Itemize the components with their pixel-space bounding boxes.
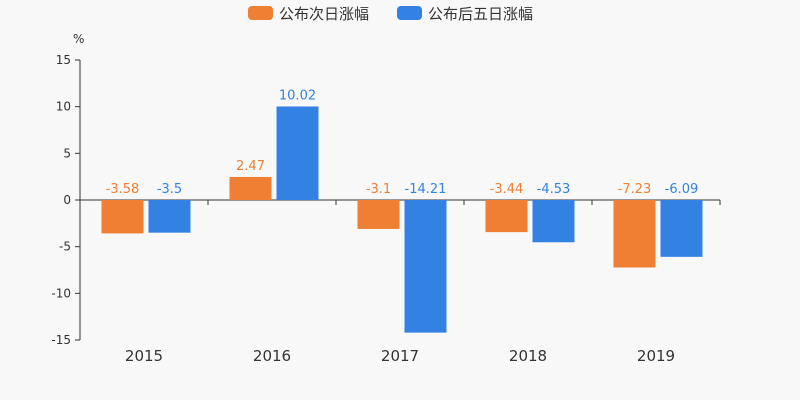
data-label: -3.1 xyxy=(366,182,391,197)
data-label: 10.02 xyxy=(279,88,316,103)
bar-next-day xyxy=(613,200,656,268)
x-tick-label: 2016 xyxy=(253,347,291,365)
bar-next-day xyxy=(101,200,144,234)
legend-swatch xyxy=(397,6,422,20)
y-tick-label: 5 xyxy=(63,146,71,160)
x-tick-label: 2018 xyxy=(509,347,547,365)
bar-next-day xyxy=(357,200,400,229)
data-label: -4.53 xyxy=(537,182,571,197)
data-label: -3.58 xyxy=(106,182,140,197)
data-label: -7.23 xyxy=(618,182,652,197)
bars: -3.58 2.47 -3.1 -3.44 -7.23 -3.5 10.02 -14.21 -4… xyxy=(101,88,703,333)
y-tick-label: -15 xyxy=(51,333,71,347)
x-tick-label: 2017 xyxy=(381,347,419,365)
legend-label: 公布后五日涨幅 xyxy=(428,5,533,23)
data-label: -6.09 xyxy=(665,182,699,197)
legend-label: 公布次日涨幅 xyxy=(279,5,369,23)
legend: 公布次日涨幅 公布后五日涨幅 xyxy=(248,5,533,23)
y-tick-label: -5 xyxy=(59,240,71,254)
bar-next-day xyxy=(485,200,528,233)
bar-five-day xyxy=(148,200,191,233)
bar-five-day xyxy=(276,106,319,200)
bar-next-day xyxy=(229,176,272,200)
axes: 15 10 5 0 -5 -10 -15 2015 2016 2017 2018 2019 xyxy=(51,53,721,365)
x-tick-label: 2019 xyxy=(637,347,675,365)
data-label: -14.21 xyxy=(405,182,447,197)
y-tick-label: 15 xyxy=(56,53,71,67)
data-label: -3.5 xyxy=(157,182,182,197)
data-label: 2.47 xyxy=(236,159,265,174)
legend-swatch xyxy=(248,6,273,20)
y-tick-label: -10 xyxy=(51,286,71,300)
x-tick-label: 2015 xyxy=(125,347,163,365)
y-tick-label: 10 xyxy=(56,100,71,114)
data-label: -3.44 xyxy=(490,182,524,197)
y-tick-label: 0 xyxy=(63,193,71,207)
y-axis-unit: % xyxy=(73,32,84,46)
bar-five-day xyxy=(660,200,703,257)
bar-five-day xyxy=(532,200,575,243)
bar-five-day xyxy=(404,200,447,333)
